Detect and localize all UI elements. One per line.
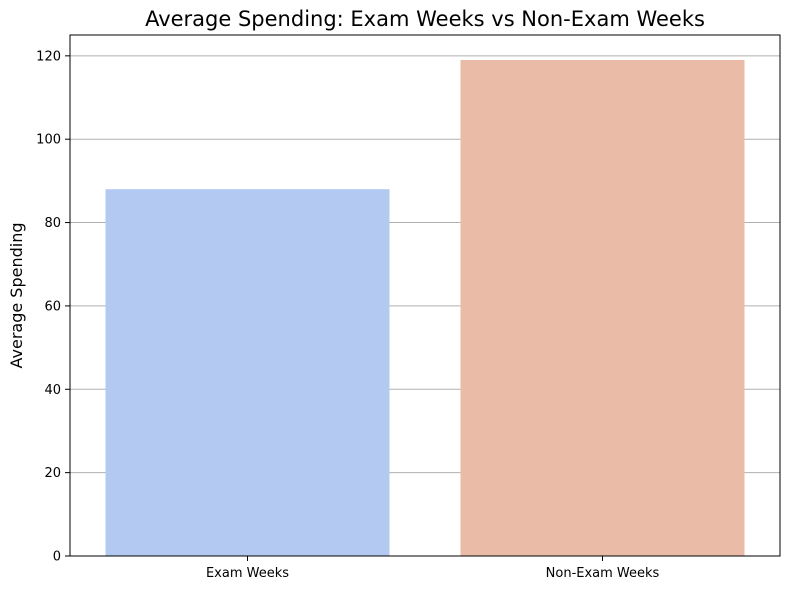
y-tick-label: 120 [36,49,61,64]
y-axis-ticks: 0 20 40 60 80 100 120 [36,49,70,565]
y-tick-label: 0 [53,550,61,565]
plot-area-frame [69,34,781,557]
bars [105,60,745,557]
y-tick-label: 60 [44,299,61,314]
y-axis-label: Average Spending [7,223,26,369]
x-tick-label: Exam Weeks [206,566,289,581]
bar-non-exam-weeks [460,60,745,557]
x-tick-label: Non-Exam Weeks [546,566,660,581]
x-axis-ticks: Exam Weeks Non-Exam Weeks [206,556,660,581]
y-tick-label: 20 [44,466,61,481]
y-tick-label: 40 [44,383,61,398]
y-tick-label: 100 [36,133,61,148]
y-tick-label: 80 [44,216,61,231]
chart-title: Average Spending: Exam Weeks vs Non-Exam… [145,7,705,31]
bar-exam-weeks [105,189,390,556]
